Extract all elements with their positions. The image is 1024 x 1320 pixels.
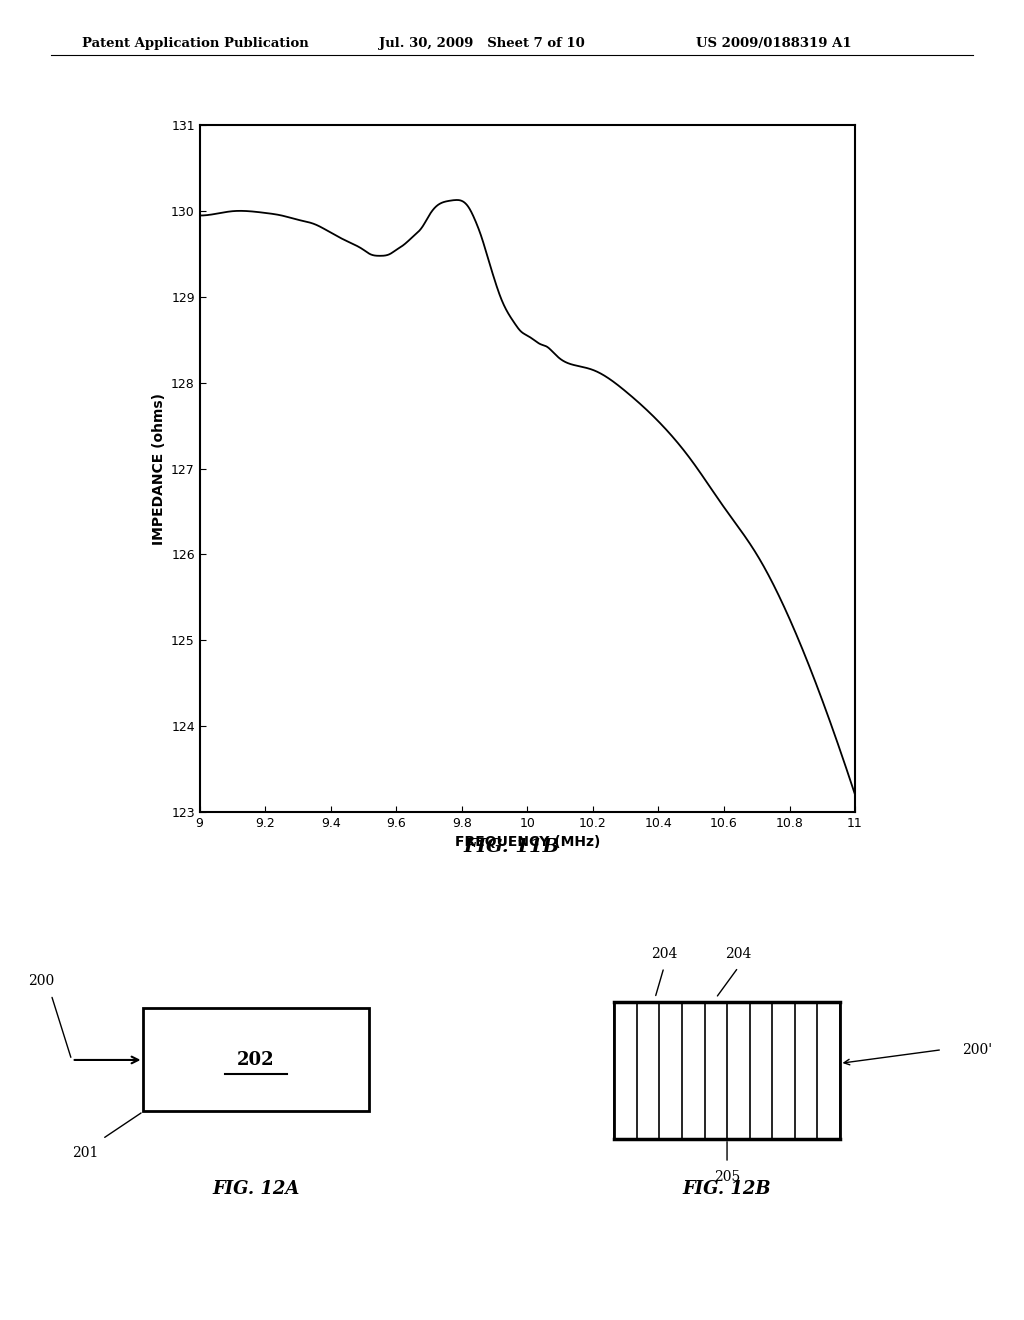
- Text: 205: 205: [714, 1170, 740, 1184]
- Text: FIG. 12B: FIG. 12B: [683, 1180, 771, 1197]
- Bar: [143, 1008, 369, 1111]
- Text: Jul. 30, 2009   Sheet 7 of 10: Jul. 30, 2009 Sheet 7 of 10: [379, 37, 585, 50]
- Text: FIG. 12A: FIG. 12A: [212, 1180, 300, 1197]
- Y-axis label: IMPEDANCE (ohms): IMPEDANCE (ohms): [152, 392, 166, 545]
- Text: 200: 200: [28, 974, 54, 989]
- Text: US 2009/0188319 A1: US 2009/0188319 A1: [696, 37, 852, 50]
- Text: 201: 201: [72, 1146, 98, 1160]
- Text: 204: 204: [725, 946, 752, 961]
- Bar: [614, 1002, 840, 1139]
- FancyArrow shape: [399, 1012, 614, 1107]
- Text: 200': 200': [963, 1043, 992, 1057]
- Text: 202: 202: [238, 1051, 274, 1069]
- X-axis label: FREQUENCY (MHz): FREQUENCY (MHz): [455, 836, 600, 849]
- Text: FIG. 11B: FIG. 11B: [464, 838, 560, 857]
- Text: Patent Application Publication: Patent Application Publication: [82, 37, 308, 50]
- Text: 204: 204: [651, 946, 677, 961]
